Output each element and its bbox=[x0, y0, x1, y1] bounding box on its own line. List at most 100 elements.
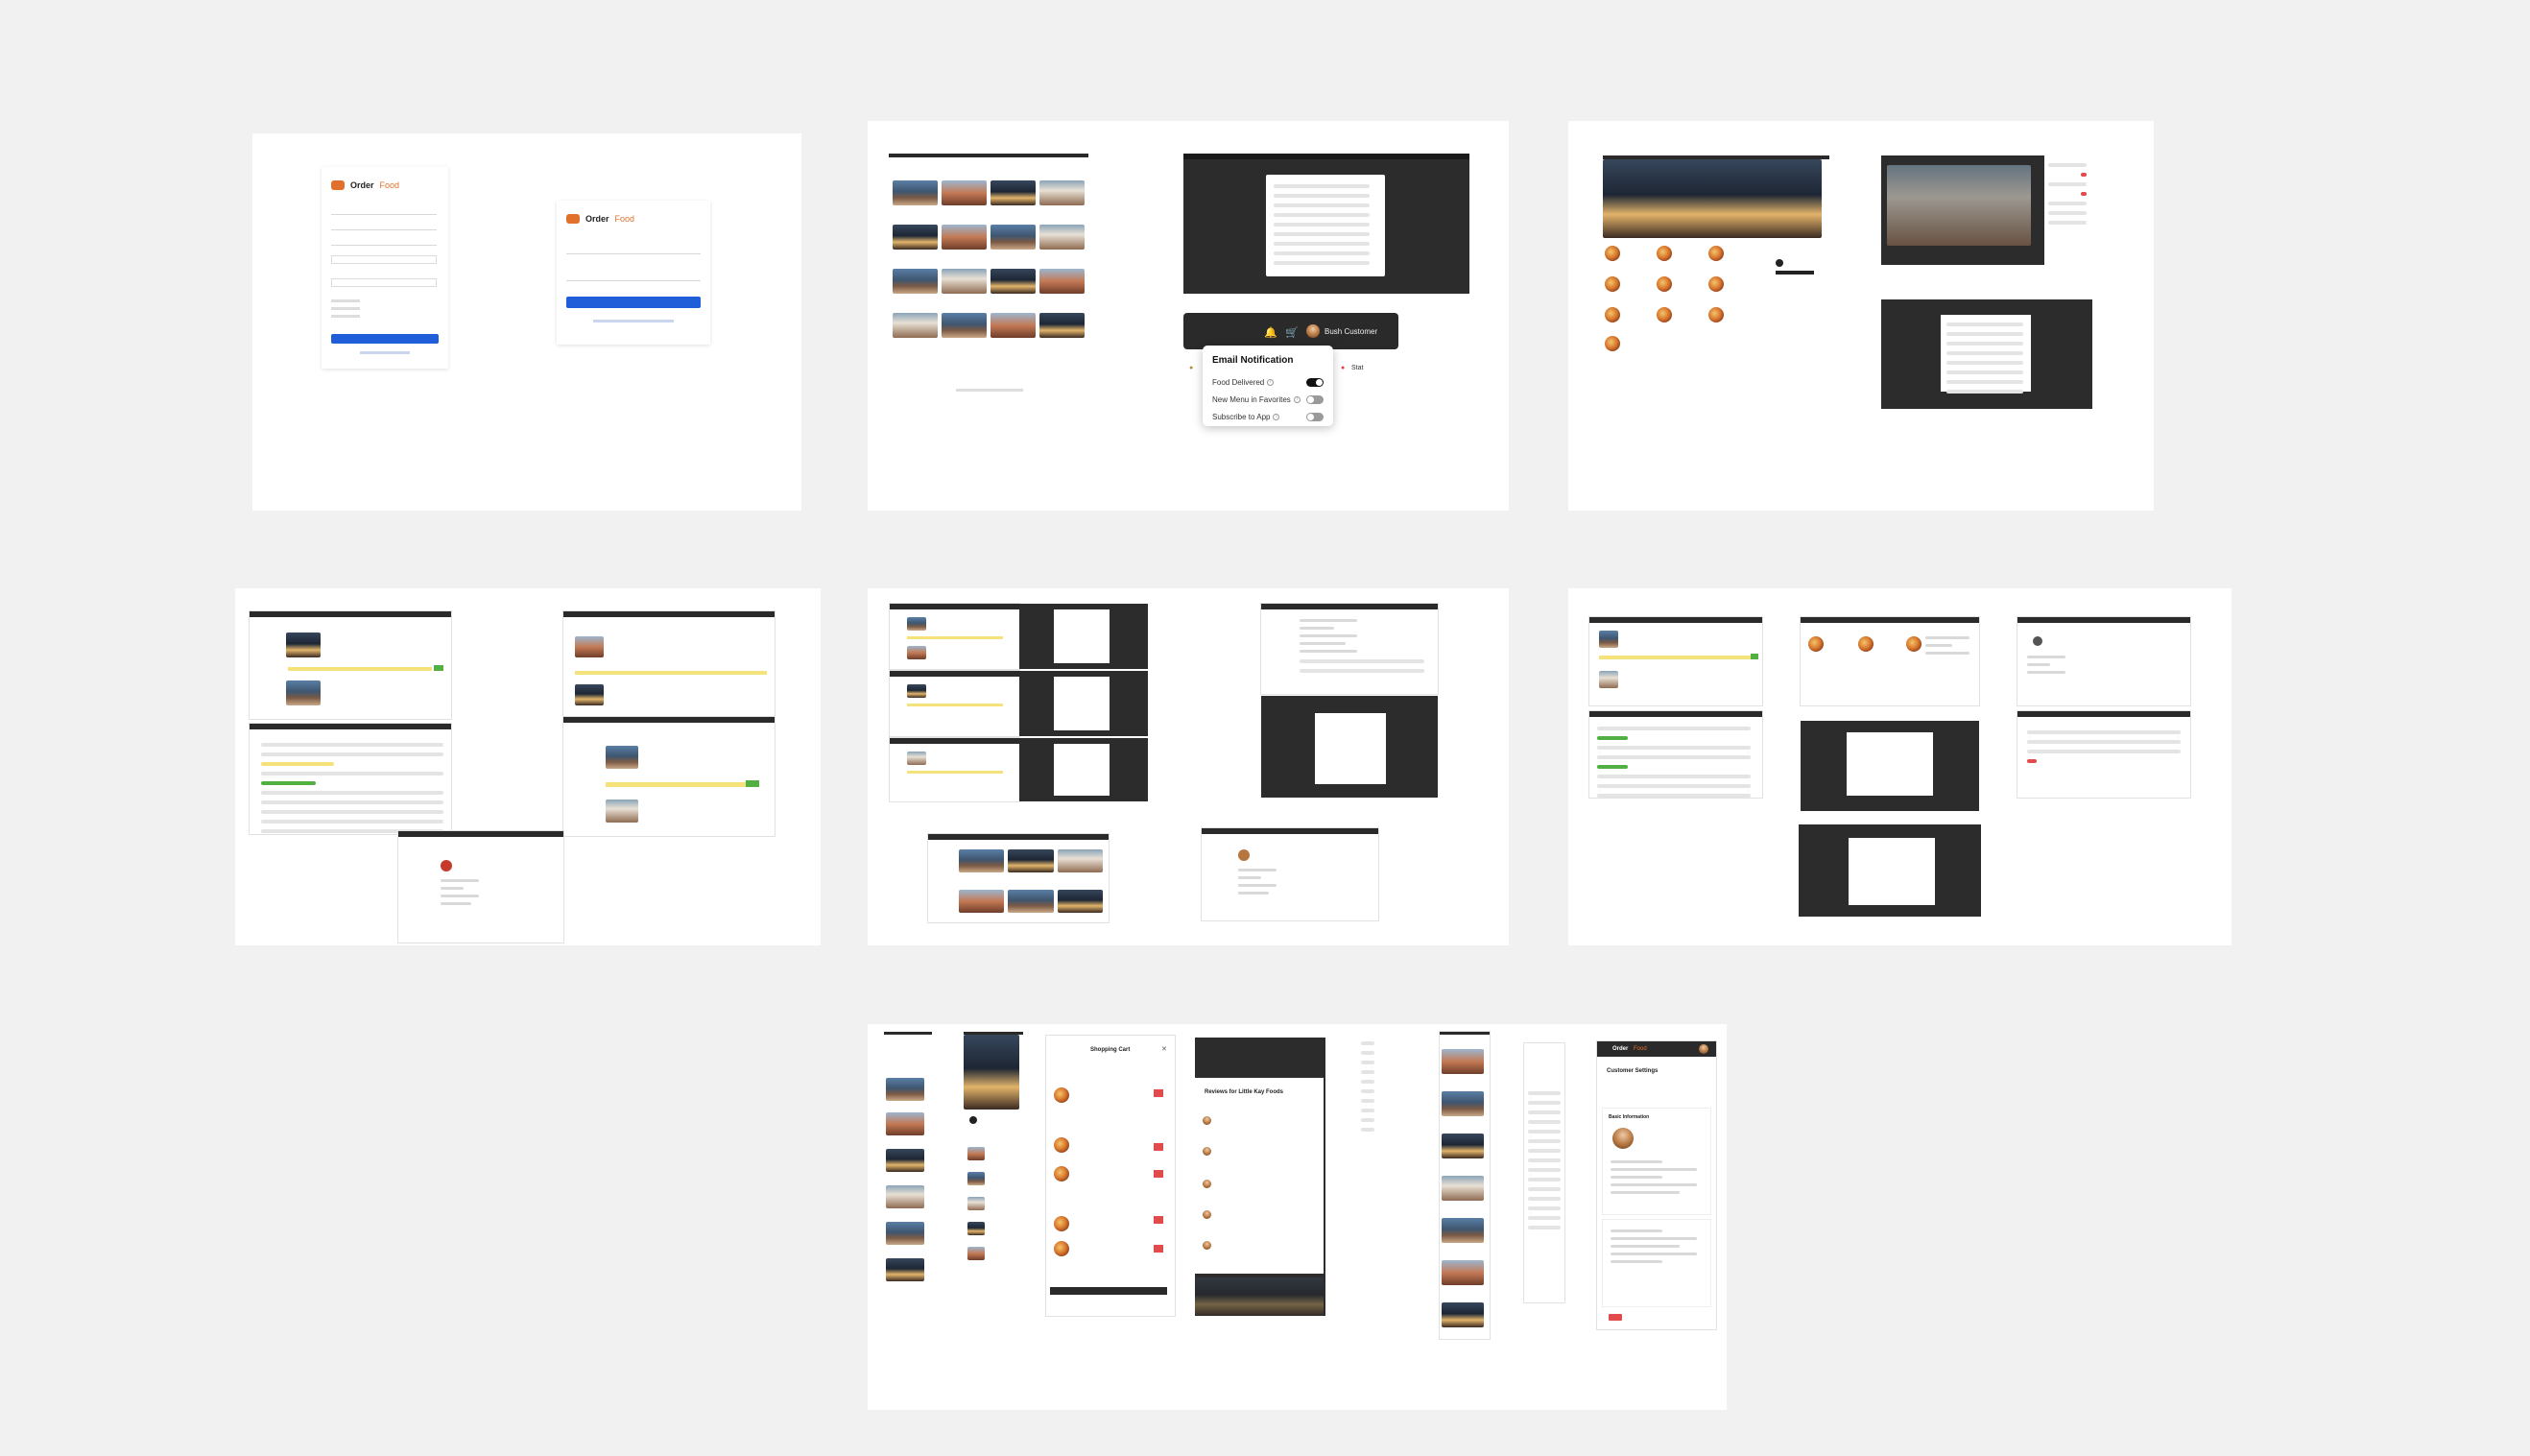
restaurant-photo[interactable] bbox=[886, 1185, 924, 1208]
brand-name: Order bbox=[350, 180, 374, 190]
food-delivered-toggle[interactable] bbox=[1306, 377, 1324, 387]
radio-group[interactable] bbox=[331, 299, 370, 328]
restaurant-photo[interactable] bbox=[942, 180, 987, 205]
restaurant-photo[interactable] bbox=[1442, 1260, 1484, 1285]
brand: Order Food bbox=[566, 214, 634, 224]
restaurant-photo[interactable] bbox=[1057, 890, 1103, 913]
action-badge[interactable] bbox=[1751, 654, 1758, 659]
restaurant-photo[interactable] bbox=[886, 1149, 924, 1172]
remove-button[interactable] bbox=[1154, 1089, 1163, 1097]
remove-button[interactable] bbox=[1154, 1170, 1163, 1178]
checkout-button[interactable] bbox=[1050, 1287, 1167, 1295]
dish-photo[interactable] bbox=[967, 1222, 985, 1235]
restaurant-photo[interactable] bbox=[886, 1112, 924, 1135]
cart-icon[interactable]: 🛒 bbox=[1285, 327, 1299, 339]
top-nav bbox=[563, 611, 775, 617]
restaurant-photo[interactable] bbox=[893, 180, 938, 205]
remove-button[interactable] bbox=[1154, 1216, 1163, 1224]
restaurant-photo[interactable] bbox=[1039, 225, 1085, 250]
restaurant-photo[interactable] bbox=[893, 225, 938, 250]
dish-photo[interactable] bbox=[1906, 636, 1921, 652]
dish-photo[interactable] bbox=[1657, 276, 1672, 292]
role-select[interactable] bbox=[331, 255, 437, 264]
action-badge[interactable] bbox=[746, 780, 759, 787]
board-dashboard bbox=[868, 588, 1509, 945]
avatar[interactable] bbox=[1699, 1044, 1708, 1054]
restaurant-photo[interactable] bbox=[886, 1258, 924, 1281]
restaurant-photo[interactable] bbox=[1442, 1302, 1484, 1327]
bell-icon[interactable]: 🔔 bbox=[1264, 327, 1277, 339]
order-photo bbox=[606, 800, 638, 823]
subscribe-toggle[interactable] bbox=[1306, 412, 1324, 421]
top-nav bbox=[250, 724, 451, 729]
restaurant-photo[interactable] bbox=[1442, 1134, 1484, 1158]
dish-photo[interactable] bbox=[1708, 276, 1724, 292]
email-field[interactable] bbox=[566, 247, 701, 254]
restaurant-photo[interactable] bbox=[893, 313, 938, 338]
dish-photo[interactable] bbox=[1708, 246, 1724, 261]
save-button[interactable] bbox=[1609, 1314, 1622, 1321]
dish-photo[interactable] bbox=[1858, 636, 1874, 652]
top-nav bbox=[2017, 711, 2190, 717]
dish-photo[interactable] bbox=[1657, 307, 1672, 322]
signup-button[interactable] bbox=[331, 334, 439, 344]
restaurant-photo[interactable] bbox=[942, 269, 987, 294]
restaurant-photo[interactable] bbox=[1039, 313, 1085, 338]
signup-link[interactable] bbox=[593, 320, 674, 322]
close-icon[interactable]: ✕ bbox=[1161, 1046, 1167, 1053]
restaurant-photo[interactable] bbox=[1442, 1049, 1484, 1074]
password-field[interactable] bbox=[331, 238, 437, 246]
restaurant-photo[interactable] bbox=[1039, 180, 1085, 205]
dish-photo[interactable] bbox=[967, 1172, 985, 1185]
restaurant-photo[interactable] bbox=[1442, 1218, 1484, 1243]
order-photo bbox=[1599, 671, 1618, 688]
pagination[interactable] bbox=[956, 389, 1023, 392]
dish-photo[interactable] bbox=[1605, 307, 1620, 322]
dish-photo[interactable] bbox=[1605, 336, 1620, 351]
dish-photo[interactable] bbox=[1708, 307, 1724, 322]
signin-link[interactable] bbox=[360, 351, 410, 354]
restaurant-photo[interactable] bbox=[959, 890, 1005, 913]
dish-photo[interactable] bbox=[1605, 276, 1620, 292]
restaurant-photo[interactable] bbox=[886, 1222, 924, 1245]
payment-screen bbox=[1261, 604, 1438, 694]
admin-menu-screen bbox=[1801, 617, 1979, 705]
restaurant-photo[interactable] bbox=[942, 225, 987, 250]
restaurant-photo[interactable] bbox=[1008, 890, 1054, 913]
restaurant-photo[interactable] bbox=[959, 849, 1005, 872]
city-select[interactable] bbox=[331, 278, 437, 287]
password-field[interactable] bbox=[566, 274, 701, 281]
dish-photo[interactable] bbox=[1657, 246, 1672, 261]
new-menu-toggle[interactable] bbox=[1306, 394, 1324, 404]
remove-button[interactable] bbox=[1154, 1143, 1163, 1151]
restaurant-photo[interactable] bbox=[991, 269, 1036, 294]
order-flow-screen-2 bbox=[890, 671, 1019, 736]
restaurant-photo[interactable] bbox=[991, 225, 1036, 250]
restaurant-photo[interactable] bbox=[893, 269, 938, 294]
user-menu[interactable]: Bush Customer bbox=[1306, 324, 1377, 338]
avatar bbox=[1203, 1116, 1211, 1125]
avatar[interactable] bbox=[1612, 1128, 1634, 1149]
restaurant-photo[interactable] bbox=[991, 180, 1036, 205]
restaurant-photo[interactable] bbox=[991, 313, 1036, 338]
dish-photo[interactable] bbox=[1605, 246, 1620, 261]
email-field[interactable] bbox=[331, 223, 437, 230]
cart-side-panel bbox=[2044, 155, 2092, 265]
restaurant-photo[interactable] bbox=[1057, 849, 1103, 872]
restaurant-photo[interactable] bbox=[942, 313, 987, 338]
name-field[interactable] bbox=[331, 207, 437, 215]
order-flow-screen-3 bbox=[890, 738, 1019, 801]
restaurant-photo[interactable] bbox=[1008, 849, 1054, 872]
remove-button[interactable] bbox=[1154, 1245, 1163, 1253]
status-bar bbox=[907, 704, 1003, 706]
action-badge[interactable] bbox=[434, 665, 443, 671]
restaurant-photo[interactable] bbox=[1039, 269, 1085, 294]
restaurant-photo[interactable] bbox=[886, 1078, 924, 1101]
restaurant-photo[interactable] bbox=[1442, 1091, 1484, 1116]
restaurant-photo[interactable] bbox=[1442, 1176, 1484, 1201]
login-button[interactable] bbox=[566, 297, 701, 308]
dish-photo[interactable] bbox=[1808, 636, 1824, 652]
dish-photo[interactable] bbox=[967, 1147, 985, 1160]
dish-photo[interactable] bbox=[967, 1247, 985, 1260]
dish-photo[interactable] bbox=[967, 1197, 985, 1210]
